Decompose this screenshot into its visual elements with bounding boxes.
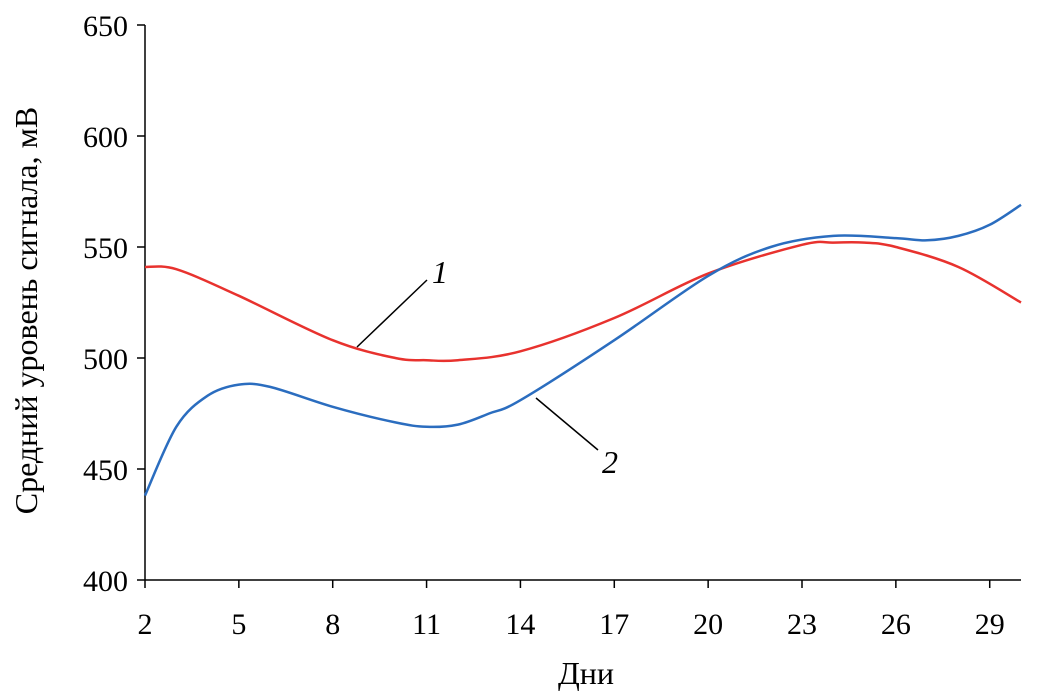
x-tick-label: 8 xyxy=(325,608,340,641)
annotation-label-1: 1 xyxy=(432,254,448,290)
x-axis-ticks: 2 5 8 11 14 17 20 23 26 29 xyxy=(138,580,1005,641)
y-tick-label: 400 xyxy=(83,565,128,598)
x-tick-label: 29 xyxy=(975,608,1005,641)
series-1-line xyxy=(144,240,1022,363)
x-tick-label: 23 xyxy=(787,608,817,641)
series-2-line xyxy=(143,203,1022,497)
x-tick-label: 5 xyxy=(231,608,246,641)
y-tick-label: 550 xyxy=(83,232,128,265)
annotation-leader-1 xyxy=(356,279,428,348)
x-tick-label: 17 xyxy=(599,608,629,641)
series-group xyxy=(143,203,1022,497)
y-axis-ticks: 400 450 500 550 600 650 xyxy=(83,10,145,598)
annotation-leader-2 xyxy=(535,397,599,451)
y-axis-title: Средний уровень сигнала, мВ xyxy=(8,107,44,514)
x-tick-label: 20 xyxy=(693,608,723,641)
x-tick-label: 26 xyxy=(881,608,911,641)
y-tick-label: 450 xyxy=(83,454,128,487)
y-tick-label: 500 xyxy=(83,343,128,376)
y-tick-label: 600 xyxy=(83,121,128,154)
annotation-label-2: 2 xyxy=(602,444,618,480)
y-tick-label: 650 xyxy=(83,10,128,43)
x-tick-label: 11 xyxy=(412,608,441,641)
curve-annotations: 12 xyxy=(356,254,618,480)
x-tick-label: 14 xyxy=(505,608,535,641)
x-tick-label: 2 xyxy=(138,608,153,641)
x-axis-title: Дни xyxy=(558,655,614,691)
